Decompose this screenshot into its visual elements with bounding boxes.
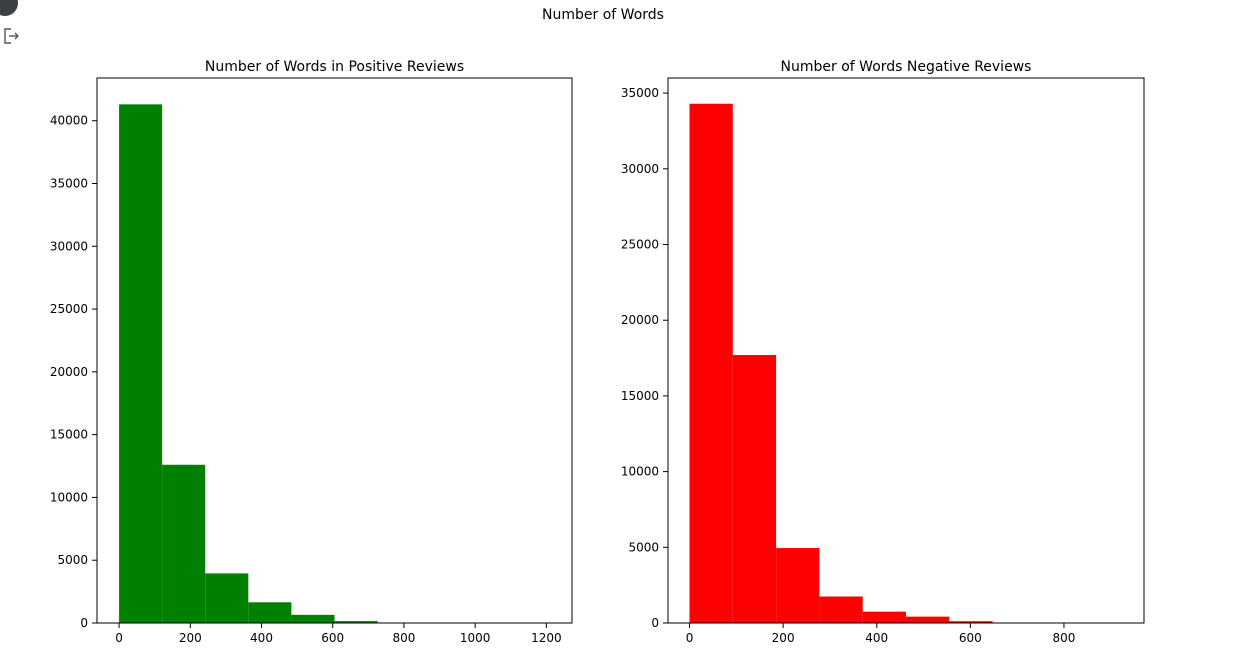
subplot-title-negative: Number of Words Negative Reviews [781, 59, 1032, 75]
x-axis-positive: 0 200 400 600 800 1000 1200 [115, 623, 562, 645]
x-tick-label: 0 [115, 631, 123, 645]
histogram-bar [689, 103, 733, 624]
output-redirect-icon[interactable] [2, 26, 22, 46]
histogram-bar [732, 355, 777, 623]
figure-suptitle: Number of Words [542, 7, 664, 23]
y-tick-label: 30000 [50, 239, 88, 253]
x-tick-label: 800 [1053, 631, 1076, 645]
y-tick-label: 35000 [621, 86, 659, 100]
histogram-bar [906, 616, 950, 623]
x-axis-negative: 0 200 400 600 800 [686, 623, 1076, 645]
y-axis-negative: 0 5000 10000 15000 20000 25000 30000 35000 [621, 86, 668, 630]
y-tick-label: 20000 [621, 313, 659, 327]
histogram-bar [248, 602, 292, 623]
histogram-bar [334, 621, 378, 623]
plot-frame-positive [96, 77, 573, 624]
histogram-bar [119, 104, 163, 624]
y-tick-label: 15000 [621, 389, 659, 403]
y-tick-label: 35000 [50, 176, 88, 190]
y-tick-label: 0 [651, 616, 659, 630]
subplot-positive: Number of Words in Positive Reviews 0 200… [50, 59, 573, 645]
x-tick-label: 1200 [531, 631, 562, 645]
y-tick-label: 25000 [621, 238, 659, 252]
y-tick-label: 5000 [57, 553, 88, 567]
histogram-bar [776, 548, 820, 623]
x-tick-label: 200 [179, 631, 202, 645]
y-tick-label: 5000 [628, 540, 659, 554]
bars-positive [119, 104, 550, 624]
x-tick-label: 600 [959, 631, 982, 645]
y-tick-label: 40000 [50, 114, 88, 128]
y-tick-label: 0 [80, 616, 88, 630]
x-tick-label: 200 [772, 631, 795, 645]
histogram-bar [205, 573, 249, 623]
histogram-bar [291, 614, 335, 623]
histogram-bar [819, 596, 863, 623]
y-tick-label: 10000 [621, 465, 659, 479]
y-tick-label: 30000 [621, 162, 659, 176]
y-tick-label: 10000 [50, 490, 88, 504]
subplot-title-positive: Number of Words in Positive Reviews [205, 59, 464, 75]
histogram-bar [862, 611, 906, 623]
x-tick-label: 400 [250, 631, 273, 645]
x-tick-label: 400 [865, 631, 888, 645]
histogram-bar [949, 621, 993, 623]
y-tick-label: 25000 [50, 302, 88, 316]
y-tick-label: 15000 [50, 428, 88, 442]
x-tick-label: 600 [321, 631, 344, 645]
x-tick-label: 0 [686, 631, 694, 645]
x-tick-label: 800 [392, 631, 415, 645]
x-tick-label: 1000 [460, 631, 491, 645]
y-axis-positive: 0 5000 10000 15000 20000 25000 30000 35000 40000 [50, 114, 97, 630]
plot-frame-negative [667, 77, 1145, 624]
subplot-negative: Number of Words Negative Reviews 0 200 400… [621, 59, 1145, 645]
y-tick-label: 20000 [50, 365, 88, 379]
histogram-bar [162, 464, 206, 623]
circle-icon [0, 0, 18, 16]
bars-negative [689, 103, 1123, 624]
